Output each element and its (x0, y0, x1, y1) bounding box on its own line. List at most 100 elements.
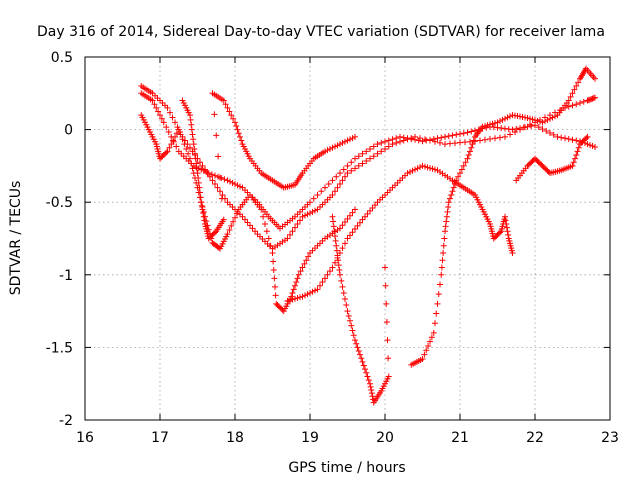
data-point (543, 128, 550, 135)
data-point (528, 122, 535, 129)
data-point (164, 104, 171, 111)
data-point (307, 199, 313, 206)
data-point (322, 275, 328, 282)
plot-frame (84, 56, 611, 421)
data-point (332, 233, 338, 240)
data-point (177, 131, 184, 138)
data-point (457, 130, 463, 137)
data-point (447, 195, 453, 202)
data-point (347, 317, 353, 324)
data-point (397, 138, 403, 145)
data-point (438, 134, 445, 141)
data-point (190, 136, 197, 143)
data-point (437, 139, 443, 146)
data-point (453, 131, 460, 138)
data-point (497, 134, 503, 141)
data-point (382, 282, 389, 289)
data-point (218, 195, 225, 202)
data-point (393, 139, 400, 146)
data-point (211, 111, 218, 118)
data-point (193, 160, 200, 167)
data-point (198, 199, 205, 206)
data-point (445, 133, 452, 140)
data-point (310, 195, 317, 202)
data-point (160, 119, 167, 126)
data-point (299, 264, 306, 271)
data-point (367, 380, 373, 387)
data-point (437, 281, 443, 288)
data-point (212, 229, 218, 236)
data-point (348, 167, 355, 174)
data-point (344, 235, 351, 242)
data-point (155, 108, 162, 115)
data-point (423, 347, 430, 354)
data-point (573, 83, 580, 90)
data-point (226, 108, 233, 115)
data-point (212, 172, 218, 179)
data-point (212, 181, 218, 188)
data-point (504, 228, 511, 235)
data-point (330, 218, 337, 225)
data-point (509, 250, 516, 257)
data-point (359, 160, 366, 167)
data-point (427, 338, 433, 345)
data-point (158, 115, 165, 122)
data-point (166, 144, 173, 151)
data-point (272, 292, 279, 299)
y-tick-label: -0.5 (46, 195, 73, 211)
data-point (435, 291, 442, 298)
data-point (443, 213, 450, 220)
data-point (342, 240, 348, 247)
data-point (265, 235, 272, 242)
data-point (170, 137, 177, 144)
data-point (497, 229, 503, 236)
data-point (352, 226, 358, 233)
data-point (583, 135, 590, 142)
data-point (470, 137, 477, 144)
data-point (289, 289, 296, 296)
data-point (327, 268, 333, 275)
data-point (224, 104, 231, 111)
data-point (571, 86, 578, 93)
data-point (263, 228, 270, 235)
data-point (440, 242, 447, 249)
y-axis-label: SDTVAR / TECUs (8, 181, 24, 296)
data-point (573, 152, 580, 159)
data-point (317, 282, 323, 289)
data-point (438, 271, 445, 278)
data-point (337, 181, 343, 188)
data-point (527, 121, 533, 128)
data-point (196, 184, 203, 191)
data-point (334, 252, 341, 259)
data-point (348, 322, 355, 329)
data-point (460, 162, 467, 169)
data-point (284, 235, 291, 242)
data-point (442, 223, 449, 230)
data-point (400, 137, 407, 144)
data-point (385, 143, 392, 150)
data-point (567, 93, 574, 100)
data-point (383, 300, 390, 307)
data-point (330, 223, 337, 230)
data-point (385, 355, 392, 362)
data-point (352, 206, 358, 213)
data-point (271, 275, 278, 282)
data-point (465, 152, 472, 159)
data-point (385, 137, 392, 144)
data-point (220, 97, 227, 104)
data-point (149, 97, 156, 104)
y-tick-label: -1 (59, 268, 73, 284)
data-point (453, 177, 460, 184)
data-point (297, 217, 303, 224)
data-point (389, 141, 396, 148)
data-point (197, 194, 204, 201)
data-point (237, 133, 243, 140)
data-point (342, 296, 348, 302)
data-point (295, 271, 302, 278)
data-point (434, 135, 441, 142)
data-point (187, 155, 193, 162)
data-point (448, 191, 455, 198)
data-point (502, 217, 509, 224)
data-point (232, 119, 238, 126)
